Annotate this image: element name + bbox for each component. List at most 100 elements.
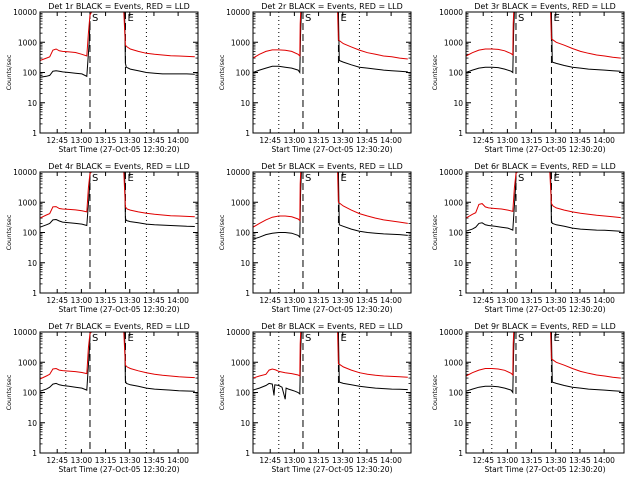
x-tick-label: 14:00 [593, 456, 615, 465]
start-marker-label: S [92, 333, 98, 344]
y-axis-label: Counts/sec [218, 374, 226, 410]
lld-series-line [549, 171, 621, 219]
y-tick-label: 10000 [439, 8, 463, 17]
y-tick-label: 10 [453, 419, 463, 428]
x-tick-label: 13:30 [119, 296, 141, 305]
x-tick-label: 13:45 [569, 136, 591, 145]
start-marker-label: S [92, 13, 98, 24]
x-tick-label: 13:00 [71, 296, 93, 305]
y-tick-label: 100 [449, 69, 464, 78]
x-axis-label: Start Time (27-Oct-05 12:30:20) [271, 145, 392, 154]
x-tick-label: 13:00 [497, 136, 519, 145]
x-tick-label: 13:00 [497, 296, 519, 305]
y-tick-label: 10000 [13, 8, 37, 17]
events-series-line [124, 171, 195, 227]
plot-frame [252, 171, 412, 294]
y-tick-label: 10 [453, 259, 463, 268]
x-tick-label: 13:45 [356, 296, 378, 305]
x-axis-label: Start Time (27-Oct-05 12:30:20) [58, 465, 179, 474]
x-axis-label: Start Time (27-Oct-05 12:30:20) [484, 465, 605, 474]
y-tick-label: 10000 [439, 328, 463, 337]
start-marker-label: S [305, 333, 311, 344]
y-tick-label: 1 [458, 289, 463, 298]
lld-series-line [550, 11, 621, 59]
x-tick-label: 13:15 [95, 136, 117, 145]
x-tick-label: 12:45 [46, 456, 68, 465]
end-marker-label: E [340, 333, 346, 344]
events-series-line [39, 338, 91, 392]
panel-title: Det 3r BLACK = Events, RED = LLD [474, 2, 616, 11]
events-series-line [337, 171, 408, 236]
end-marker-label: E [340, 173, 346, 184]
lld-series-line [337, 171, 408, 224]
y-axis-label: Counts/sec [5, 374, 13, 410]
y-tick-label: 100 [23, 69, 38, 78]
y-tick-label: 1000 [18, 198, 37, 207]
panel-title: Det 2r BLACK = Events, RED = LLD [261, 2, 403, 11]
panel-title: Det 1r BLACK = Events, RED = LLD [48, 2, 190, 11]
events-series-line [550, 331, 621, 392]
end-marker-label: E [127, 173, 133, 184]
y-tick-label: 1 [458, 449, 463, 458]
y-axis-label: Counts/sec [218, 214, 226, 250]
x-tick-label: 12:45 [46, 296, 68, 305]
y-tick-label: 1000 [444, 198, 463, 207]
events-series-line [550, 171, 621, 232]
detector-panel: Det 5r BLACK = Events, RED = LLD Counts/s… [218, 162, 412, 314]
events-series-line [39, 21, 91, 78]
detector-panel: Det 7r BLACK = Events, RED = LLD Counts/s… [5, 322, 199, 474]
lld-series-line [465, 11, 515, 57]
detector-panel: Det 9r BLACK = Events, RED = LLD Counts/s… [431, 322, 625, 474]
x-tick-label: 13:30 [119, 136, 141, 145]
x-tick-label: 13:15 [308, 136, 330, 145]
detector-panel: Det 8r BLACK = Events, RED = LLD Counts/s… [218, 322, 412, 474]
events-series-line [39, 178, 91, 228]
y-tick-label: 1000 [231, 198, 250, 207]
x-tick-label: 14:00 [167, 296, 189, 305]
end-marker-label: E [127, 333, 133, 344]
end-marker-label: E [340, 13, 346, 24]
lld-series-line [123, 331, 195, 379]
x-tick-label: 13:00 [497, 456, 519, 465]
y-tick-label: 1000 [18, 358, 37, 367]
y-axis-label: Counts/sec [431, 54, 439, 90]
x-tick-label: 13:45 [569, 456, 591, 465]
y-tick-label: 1 [32, 129, 37, 138]
y-axis-label: Counts/sec [431, 374, 439, 410]
x-axis-label: Start Time (27-Oct-05 12:30:20) [271, 465, 392, 474]
x-tick-label: 13:00 [71, 456, 93, 465]
y-tick-label: 1 [32, 449, 37, 458]
y-tick-label: 1000 [444, 38, 463, 47]
plot-frame [39, 171, 199, 294]
y-tick-label: 1 [458, 129, 463, 138]
x-tick-label: 13:15 [95, 456, 117, 465]
detector-panel: Det 3r BLACK = Events, RED = LLD Counts/s… [431, 2, 625, 154]
detector-panel: Det 4r BLACK = Events, RED = LLD Counts/s… [5, 162, 199, 314]
y-tick-label: 100 [236, 69, 251, 78]
y-tick-label: 10000 [13, 328, 37, 337]
y-tick-label: 1000 [18, 38, 37, 47]
x-tick-label: 14:00 [593, 136, 615, 145]
y-tick-label: 1 [245, 449, 250, 458]
plot-frame [39, 11, 199, 134]
lld-series-line [337, 11, 408, 60]
x-tick-label: 14:00 [593, 296, 615, 305]
y-tick-label: 100 [236, 389, 251, 398]
events-series-line [465, 331, 515, 395]
x-tick-label: 13:00 [284, 456, 306, 465]
events-series-line [124, 331, 195, 392]
y-tick-label: 1000 [231, 38, 250, 47]
panel-title: Det 9r BLACK = Events, RED = LLD [474, 322, 616, 331]
x-tick-label: 12:45 [472, 136, 494, 145]
y-axis-label: Counts/sec [218, 54, 226, 90]
x-tick-label: 13:45 [143, 296, 165, 305]
panel-title: Det 4r BLACK = Events, RED = LLD [48, 162, 190, 171]
lld-series-line [337, 331, 408, 378]
y-tick-label: 10 [27, 99, 37, 108]
lld-series-line [123, 11, 195, 58]
events-series-line [465, 178, 517, 232]
y-tick-label: 100 [23, 229, 38, 238]
x-tick-label: 13:15 [521, 296, 543, 305]
start-marker-label: S [305, 173, 311, 184]
